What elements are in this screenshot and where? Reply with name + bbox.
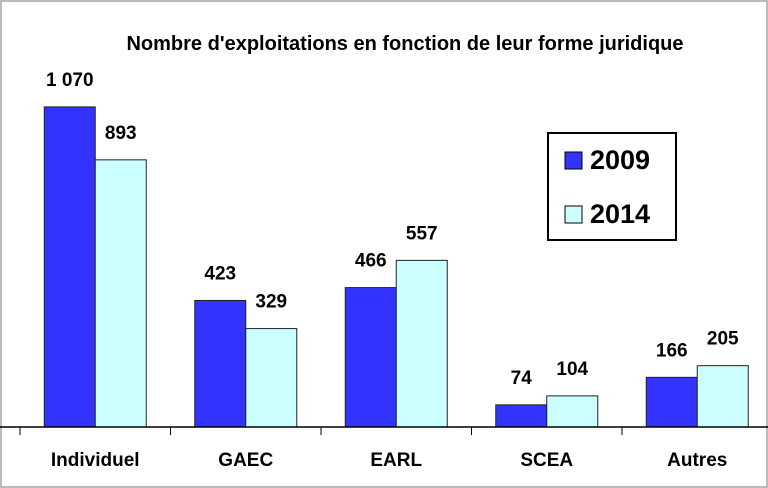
legend-swatch: [564, 151, 583, 170]
bar: [395, 259, 448, 428]
data-label: 74: [511, 368, 533, 389]
data-label: 466: [355, 251, 387, 272]
bar: [495, 404, 548, 428]
bar: [645, 376, 698, 428]
data-label: 205: [707, 329, 739, 350]
legend-label: 2014: [590, 199, 650, 229]
bar: [696, 365, 749, 428]
data-label: 329: [255, 292, 287, 313]
data-label: 557: [406, 223, 438, 244]
bar: [344, 287, 397, 428]
legend-label: 2009: [590, 145, 650, 175]
bar: [546, 395, 599, 428]
bar: [245, 328, 298, 428]
bar: [43, 106, 96, 428]
bar: [94, 159, 147, 428]
data-label: 1 070: [46, 70, 94, 91]
bar: [194, 299, 247, 428]
data-label: 104: [556, 359, 588, 380]
data-label: 166: [656, 340, 688, 361]
x-tick-label: Individuel: [51, 450, 140, 471]
data-label: 893: [105, 123, 137, 144]
x-tick-label: EARL: [370, 450, 422, 471]
x-tick-label: Autres: [667, 450, 727, 471]
x-tick-label: SCEA: [520, 450, 573, 471]
data-label: 423: [204, 263, 236, 284]
x-tick-label: GAEC: [218, 450, 273, 471]
chart-title: Nombre d'exploitations en fonction de le…: [126, 33, 684, 55]
legend-swatch: [564, 205, 583, 224]
